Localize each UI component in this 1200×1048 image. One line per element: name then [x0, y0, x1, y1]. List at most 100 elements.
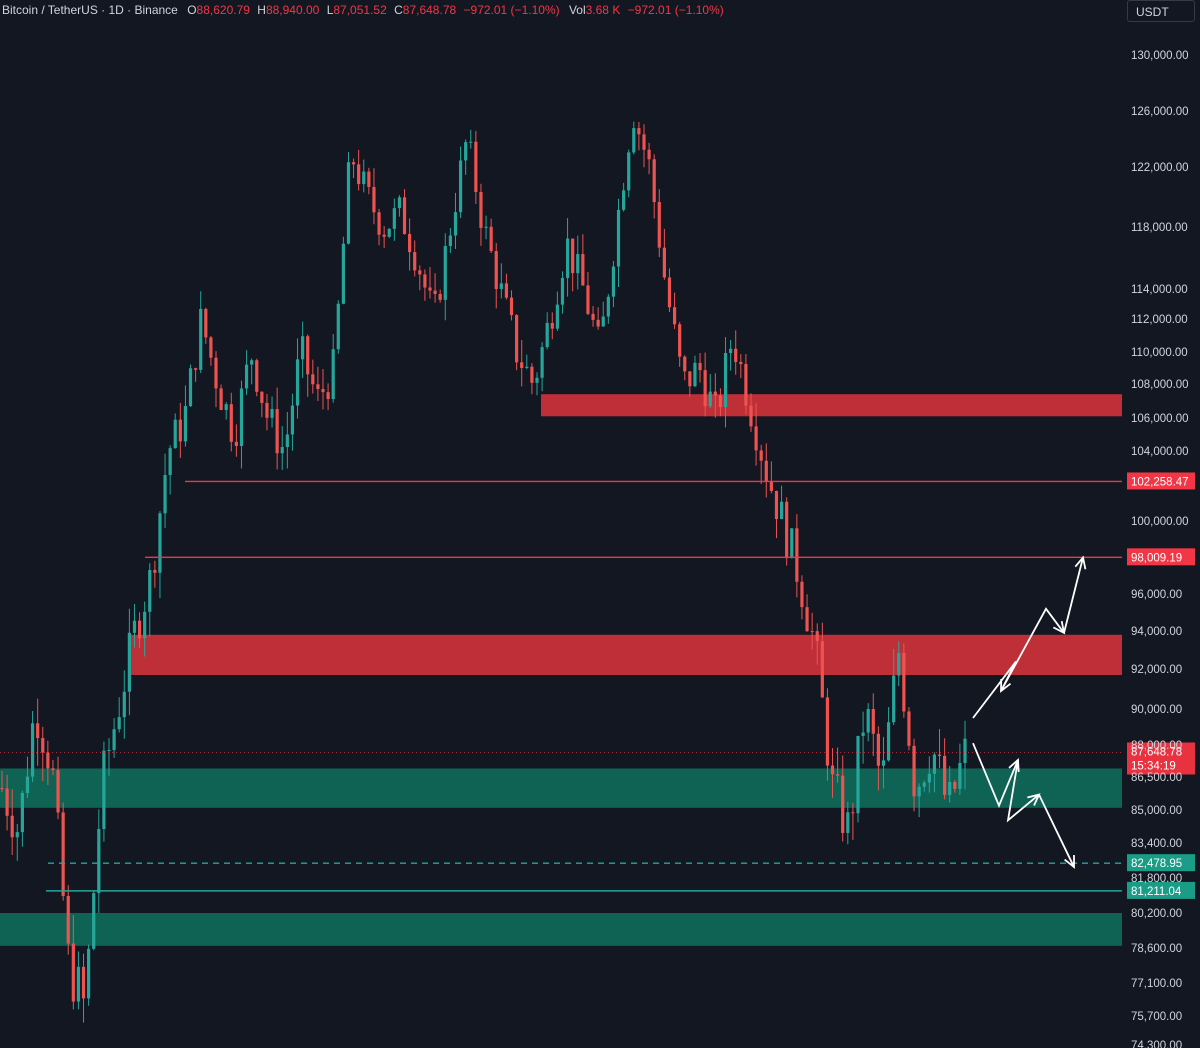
high-label: H — [257, 3, 266, 17]
candle-body — [382, 234, 386, 237]
candle-body — [265, 402, 269, 418]
candle-body — [754, 426, 758, 451]
candle-body — [464, 142, 468, 161]
candle-body — [5, 788, 9, 816]
candle-body — [871, 709, 875, 734]
candle-body — [290, 405, 295, 435]
candle-body — [963, 738, 967, 763]
candle-body — [800, 581, 804, 608]
open-label: O — [187, 3, 197, 17]
candle-body — [372, 186, 376, 213]
candle-body — [749, 405, 753, 427]
candle-body — [932, 754, 937, 774]
volume-label: Vol — [568, 3, 586, 17]
y-tick-label: 126,000.00 — [1131, 106, 1189, 118]
candle-body — [341, 243, 345, 304]
candle-body — [306, 336, 310, 375]
candle-body — [892, 675, 896, 723]
candle-body — [576, 254, 580, 274]
candle-body — [943, 755, 947, 795]
candle-body — [790, 528, 794, 559]
candle-body — [917, 786, 921, 797]
candle-body — [143, 611, 147, 639]
levels-layer: 102,258.47 98,009.19 82,478.95 81,211.04 87,… — [0, 472, 1195, 899]
high-value: 88,940.00 — [265, 3, 320, 17]
candle-body — [194, 368, 198, 370]
candle-body — [357, 164, 361, 185]
candle-body — [912, 745, 916, 797]
candle-body — [825, 697, 830, 766]
bearish-projection-arrow — [1006, 759, 1040, 823]
candle-body — [81, 966, 86, 999]
candle-body — [92, 893, 96, 949]
candle-body — [515, 315, 519, 363]
y-tick-label: 94,000.00 — [1131, 626, 1182, 638]
candle-body — [667, 277, 672, 308]
level-price-label: 81,211.04 — [1131, 886, 1182, 898]
candle-body — [836, 774, 840, 776]
candle-body — [601, 316, 605, 327]
candle-body — [132, 620, 137, 633]
candle-body — [331, 349, 335, 400]
candle-body — [97, 829, 101, 894]
candle-body — [723, 352, 728, 408]
candle-body — [413, 252, 417, 271]
candle-body — [627, 152, 631, 191]
candle-body — [178, 419, 182, 442]
y-tick-label: 80,200.00 — [1131, 908, 1182, 920]
candle-body — [861, 732, 865, 736]
y-tick-label: 75,700.00 — [1131, 1011, 1182, 1023]
candle-body — [795, 528, 799, 582]
candle-body — [209, 337, 213, 358]
candle-body — [112, 729, 116, 750]
candle-body — [586, 285, 590, 314]
symbol-title[interactable]: Bitcoin / TetherUS · 1D · Binance — [2, 3, 178, 17]
candle-body — [285, 434, 289, 448]
candle-body — [769, 481, 773, 491]
candle-body — [239, 388, 244, 446]
candle-body — [158, 513, 162, 573]
candle-body — [336, 303, 340, 350]
candle-body — [163, 475, 167, 514]
candle-body — [66, 895, 70, 944]
support-zone — [0, 913, 1122, 946]
candle-body — [866, 709, 870, 733]
level-price-tag — [1127, 472, 1195, 490]
currency-unit-button[interactable]: USDT — [1127, 0, 1195, 22]
candle-body — [41, 738, 45, 753]
candle-body — [173, 419, 177, 449]
zones-layer — [0, 394, 1122, 946]
candle-body — [387, 228, 391, 237]
y-tick-label: 83,400.00 — [1131, 838, 1182, 850]
candle-body — [581, 254, 585, 286]
candle-body — [953, 782, 957, 789]
candle-body — [606, 296, 610, 317]
resistance-zone — [131, 634, 1122, 675]
candle-body — [250, 360, 254, 365]
y-tick-label: 122,000.00 — [1131, 162, 1189, 174]
candle-body — [560, 277, 565, 305]
candle-body — [20, 792, 24, 833]
candle-body — [642, 134, 646, 150]
candle-body — [423, 274, 427, 288]
close-value: 87,648.78 — [402, 3, 457, 17]
candle-body — [474, 141, 478, 192]
candle-body — [311, 374, 315, 385]
candle-body — [397, 197, 402, 209]
candle-body — [51, 768, 55, 771]
candle-body — [214, 357, 218, 389]
candle-body — [87, 948, 91, 999]
bullish-projection-arrow — [1000, 607, 1065, 692]
candle-body — [657, 202, 661, 248]
resistance-zone — [541, 394, 1122, 417]
level-price-label: 98,009.19 — [1131, 552, 1182, 564]
candle-body — [219, 388, 223, 411]
candle-body — [469, 141, 473, 143]
candle-body — [25, 776, 30, 793]
y-tick-label: 86,500.00 — [1131, 772, 1182, 784]
candle-body — [280, 447, 284, 454]
candle-body — [530, 366, 534, 383]
candle-body — [137, 620, 142, 639]
y-tick-label: 114,000.00 — [1131, 284, 1188, 296]
